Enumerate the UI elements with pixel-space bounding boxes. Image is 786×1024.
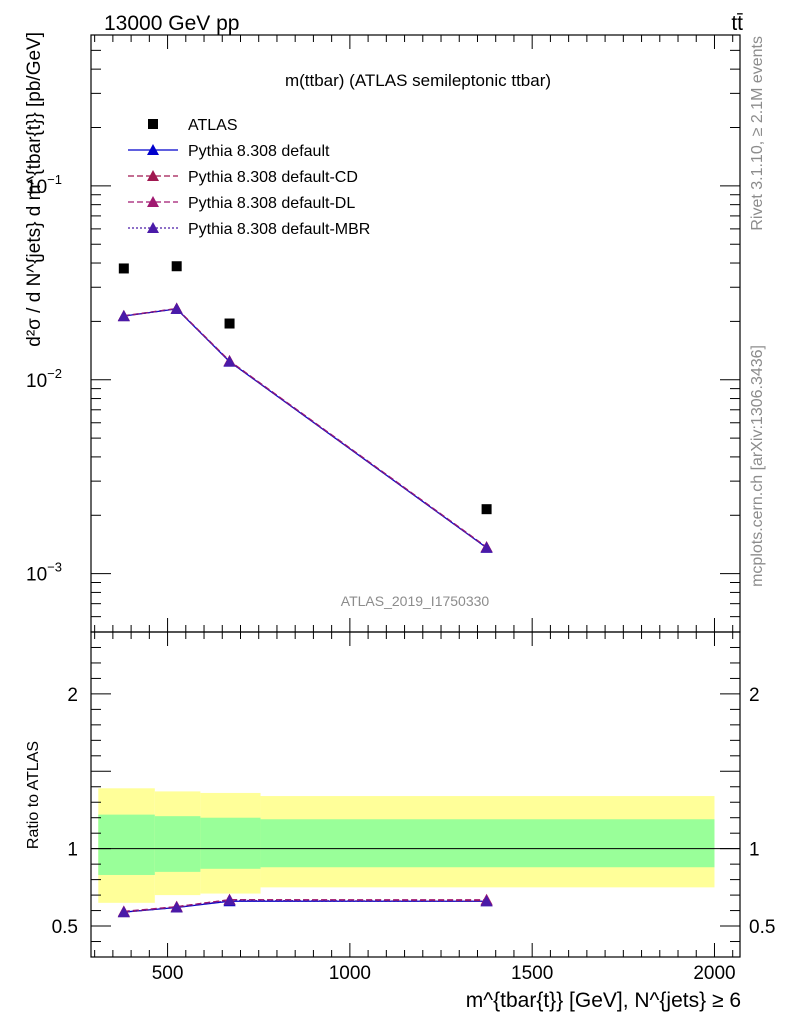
ratio-y-tick-label-right: 0.5 bbox=[749, 917, 775, 938]
pythia-8-308-default-mbr-point bbox=[117, 310, 130, 322]
pythia-8-308-default-mbr-line bbox=[123, 308, 487, 549]
atlas-point bbox=[171, 261, 182, 272]
pythia-8-308-default-mbr-point bbox=[480, 541, 493, 553]
legend-marker-pythia-8-308-default bbox=[147, 144, 159, 155]
legend-marker-pythia-8-308-default-cd bbox=[147, 170, 159, 181]
x-axis-label: m^{tbar{t}} [GeV], N^{jets} ≥ 6 bbox=[466, 989, 741, 1012]
process-label: tt̄ bbox=[731, 12, 743, 35]
inner-band-bin bbox=[200, 817, 261, 869]
y-tick-label: 10−2 bbox=[26, 366, 62, 392]
pythia-8-308-default-cd-line bbox=[123, 307, 487, 548]
ratio-marks bbox=[117, 893, 493, 918]
analysis-label: ATLAS_2019_I1750330 bbox=[341, 593, 490, 609]
x-tick-label: 2000 bbox=[693, 963, 735, 984]
legend-label-pythia-8-308-default-cd: Pythia 8.308 default-CD bbox=[188, 169, 358, 186]
atlas-point bbox=[224, 318, 235, 329]
x-tick-label: 500 bbox=[152, 963, 184, 984]
legend-label-atlas: ATLAS bbox=[188, 117, 238, 134]
atlas-point bbox=[481, 504, 492, 515]
pythia-8-308-default-line bbox=[123, 308, 487, 549]
pythia-8-308-default-mbr-point bbox=[223, 355, 236, 367]
x-tick-label: 1500 bbox=[511, 963, 553, 984]
ratio-y-tick-label-left: 2 bbox=[67, 685, 78, 706]
legend-label-pythia-8-308-default-dl: Pythia 8.308 default-DL bbox=[188, 195, 355, 212]
legend-label-pythia-8-308-default: Pythia 8.308 default bbox=[188, 143, 330, 160]
main-panel: 10−310−210−1 m(ttbar) (ATLAS semileptoni… bbox=[24, 32, 741, 633]
inner-band-bin bbox=[260, 819, 715, 868]
ratio-frame bbox=[90, 631, 741, 958]
mcplots-label: mcplots.cern.ch [arXiv:1306.3436] bbox=[749, 345, 766, 587]
rivet-label: Rivet 3.1.10, ≥ 2.1M events bbox=[749, 36, 766, 231]
pythia-8-308-default-ratio-line bbox=[123, 900, 487, 913]
pythia-8-308-default-mbr-point bbox=[170, 302, 183, 314]
pythia-8-308-default-dl-ratio-line bbox=[123, 899, 487, 912]
legend-marker-atlas bbox=[148, 119, 158, 129]
atlas-point bbox=[118, 263, 129, 274]
ratio-y-ticks: 0.5 0.5 1 1 2 2 bbox=[52, 646, 775, 943]
ratio-bands bbox=[98, 788, 715, 903]
legend: ATLAS Pythia 8.308 default Pythia 8.308 de… bbox=[128, 117, 370, 238]
ratio-y-tick-label-left: 1 bbox=[67, 840, 78, 861]
legend-marker-pythia-8-308-default-mbr bbox=[147, 222, 159, 233]
legend-label-pythia-8-308-default-mbr: Pythia 8.308 default-MBR bbox=[188, 221, 370, 238]
ratio-panel: 500 1000 1500 2000 0.5 0.5 1 1 2 2 Ratio to ATLA… bbox=[25, 631, 775, 1012]
pythia-8-308-default-mbr-ratio-point bbox=[223, 894, 236, 906]
inner-band-bin bbox=[154, 816, 201, 872]
inner-band-bin bbox=[98, 814, 155, 875]
ratio-y-tick-label-right: 2 bbox=[749, 685, 760, 706]
pythia-8-308-default-dl-line bbox=[123, 307, 487, 548]
pythia-8-308-default-mbr-ratio-point bbox=[170, 901, 183, 913]
y-tick-label: 10−3 bbox=[26, 560, 62, 586]
pythia-8-308-default-mbr-ratio-point bbox=[117, 906, 130, 918]
ratio-y-tick-label-right: 1 bbox=[749, 840, 760, 861]
legend-marker-pythia-8-308-default-dl bbox=[147, 196, 159, 207]
main-y-axis-label: d²σ / d N^{jets} d m^{tbar{t}} [pb/GeV] bbox=[24, 32, 45, 347]
pythia-8-308-default-mbr-ratio-point bbox=[480, 895, 493, 907]
x-tick-label: 1000 bbox=[329, 963, 371, 984]
energy-label: 13000 GeV pp bbox=[104, 12, 239, 35]
ratio-x-ticks: 500 1000 1500 2000 bbox=[94, 632, 736, 984]
main-x-ticks bbox=[94, 35, 734, 632]
ratio-y-tick-label-left: 0.5 bbox=[52, 917, 78, 938]
ratio-y-axis-label: Ratio to ATLAS bbox=[25, 741, 42, 849]
plot-title: m(ttbar) (ATLAS semileptonic ttbar) bbox=[285, 71, 551, 90]
main-y-ticks: 10−310−210−1 bbox=[26, 49, 740, 633]
main-marks bbox=[117, 261, 493, 553]
